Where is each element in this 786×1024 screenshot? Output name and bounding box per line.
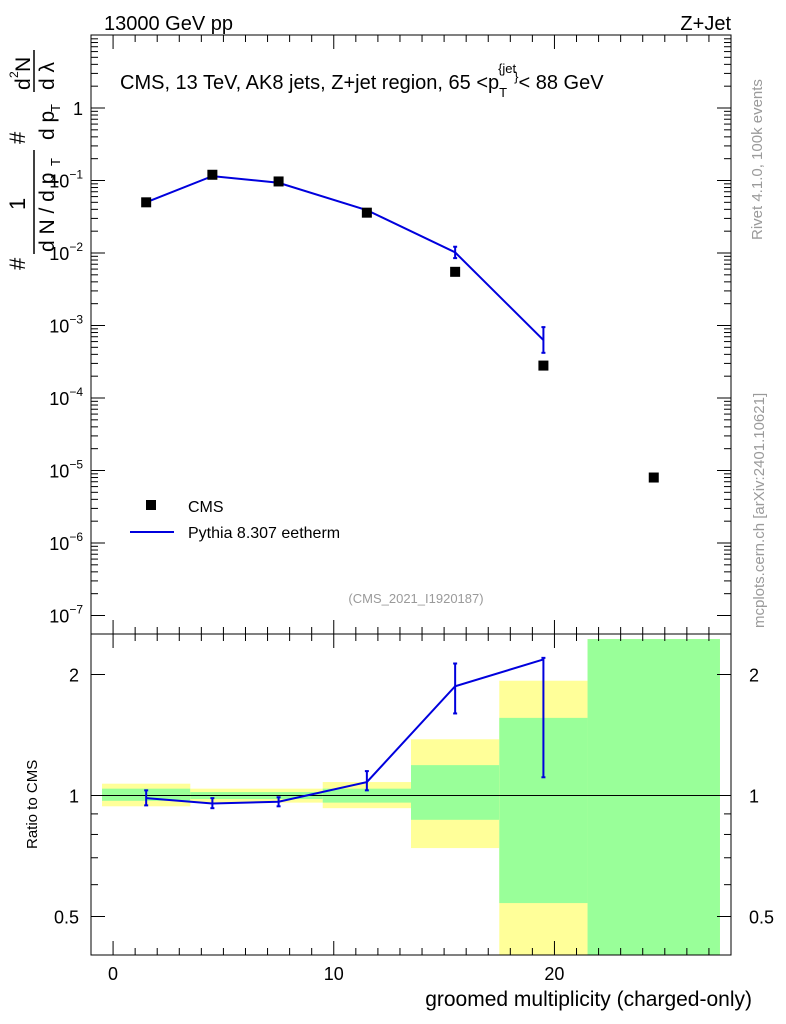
- ylabel-dpt: d p: [36, 111, 59, 140]
- analysis-label: (CMS_2021_I1920187): [348, 591, 483, 606]
- chart-title: CMS, 13 TeV, AK8 jets, Z+jet region, 65 …: [120, 61, 604, 100]
- ylabel-t-sub-2: T: [48, 104, 63, 112]
- main-y-tick-base: 10: [49, 172, 69, 192]
- ratio-y-tick-label-left: 1: [69, 787, 79, 807]
- main-panel: [90, 34, 732, 635]
- main-x-ticks: [90, 35, 732, 634]
- main-y-tick-label: 1: [73, 99, 83, 119]
- legend: CMS Pythia 8.307 eetherm: [130, 499, 340, 542]
- chart-title-sub: T: [499, 85, 507, 100]
- cms-data-point: [538, 360, 549, 371]
- main-frame-border: [90, 34, 732, 635]
- cms-data-point: [141, 197, 152, 208]
- ylabel-d: d: [12, 78, 35, 90]
- ylabel-one: 1: [5, 198, 30, 210]
- ratio-x-tick-label: 10: [324, 964, 344, 984]
- ratio-y-tick-label-right: 1: [749, 787, 759, 807]
- ratio-y-tick-label-left: 0.5: [54, 908, 79, 928]
- ylabel-dn-dpt: d N / d p: [36, 173, 59, 252]
- main-y-tick-exp: −7: [69, 603, 83, 617]
- chart-title-sup-close: }: [514, 69, 519, 84]
- ratio-bands: [102, 639, 720, 955]
- main-y-tick-label: 10−6: [49, 530, 83, 554]
- ratio-band-green: [411, 765, 500, 820]
- main-y-tick-exp: −3: [69, 313, 83, 327]
- main-y-tick-exp: −5: [69, 458, 83, 472]
- ylabel-two: 2: [7, 71, 21, 78]
- legend-cms-label: CMS: [188, 499, 224, 516]
- energy-label: 13000 GeV pp: [104, 13, 233, 35]
- cms-data-point: [361, 207, 372, 218]
- main-y-tick-base: 10: [49, 534, 69, 554]
- ratio-y-tick-label-left: 2: [69, 666, 79, 686]
- main-y-tick-label: 10−7: [49, 603, 83, 627]
- ylabel-dlambda: d λ: [36, 61, 59, 90]
- pythia-line: [145, 175, 545, 341]
- main-y-tick-exp: −6: [69, 530, 83, 544]
- main-y-axis: 110−110−210−310−410−510−610−7: [49, 38, 731, 627]
- cms-data-point: [273, 176, 284, 187]
- main-y-tick-label: 10−4: [49, 385, 83, 409]
- ratio-band-green: [587, 639, 720, 955]
- x-axis-label: groomed multiplicity (charged-only): [425, 988, 752, 1011]
- ylabel-hash-1: #: [5, 257, 30, 270]
- ratio-x-tick-label: 20: [544, 964, 564, 984]
- main-series: [141, 169, 659, 483]
- mcplots-label: mcplots.cern.ch [arXiv:2401.10621]: [751, 393, 768, 628]
- ylabel-t-sub-1: T: [48, 158, 63, 166]
- main-y-tick-exp: −2: [69, 240, 83, 254]
- ratio-x-tick-label: 0: [108, 964, 118, 984]
- chart-title-sup: {jet: [498, 61, 516, 76]
- main-y-tick-base: 10: [49, 389, 69, 409]
- ratio-panel: [90, 633, 732, 956]
- main-y-tick-label: 10−2: [49, 240, 83, 264]
- ratio-y-tick-label-right: 0.5: [749, 908, 774, 928]
- process-label: Z+Jet: [680, 13, 731, 35]
- cms-data-point: [207, 169, 218, 180]
- main-y-tick-exp: −4: [69, 385, 83, 399]
- ratio-x-axis: 0 10 20: [90, 634, 732, 984]
- main-y-tick-exp: −1: [69, 168, 83, 182]
- ratio-series: [91, 656, 731, 810]
- legend-cms-marker: [146, 500, 156, 510]
- ratio-frame-border: [90, 633, 732, 956]
- main-y-tick-base: 10: [49, 317, 69, 337]
- main-y-tick-base: 10: [49, 462, 69, 482]
- ylabel-n: N: [12, 57, 35, 72]
- ratio-y-tick-label-right: 2: [749, 666, 759, 686]
- ylabel-hash-2: #: [5, 131, 30, 144]
- legend-pythia-label: Pythia 8.307 eetherm: [188, 525, 340, 542]
- ratio-pythia-line: [146, 658, 544, 805]
- chart-title-main: CMS, 13 TeV, AK8 jets, Z+jet region, 65 …: [120, 72, 499, 94]
- main-y-tick-base: 10: [49, 244, 69, 264]
- rivet-label: Rivet 4.1.0, 100k events: [749, 79, 766, 240]
- main-y-tick-label: 10−5: [49, 458, 83, 482]
- main-y-tick-label: 10−1: [49, 168, 83, 192]
- main-y-tick-base: 10: [49, 607, 69, 627]
- ratio-y-label: Ratio to CMS: [24, 760, 41, 849]
- cms-data-point: [648, 472, 659, 483]
- cms-data-point: [450, 266, 461, 277]
- chart-title-tail: < 88 GeV: [519, 72, 605, 94]
- main-y-tick-label: 10−3: [49, 313, 83, 337]
- main-y-label: # 1 d N / d p T # d p T d 2 N d λ: [5, 50, 63, 270]
